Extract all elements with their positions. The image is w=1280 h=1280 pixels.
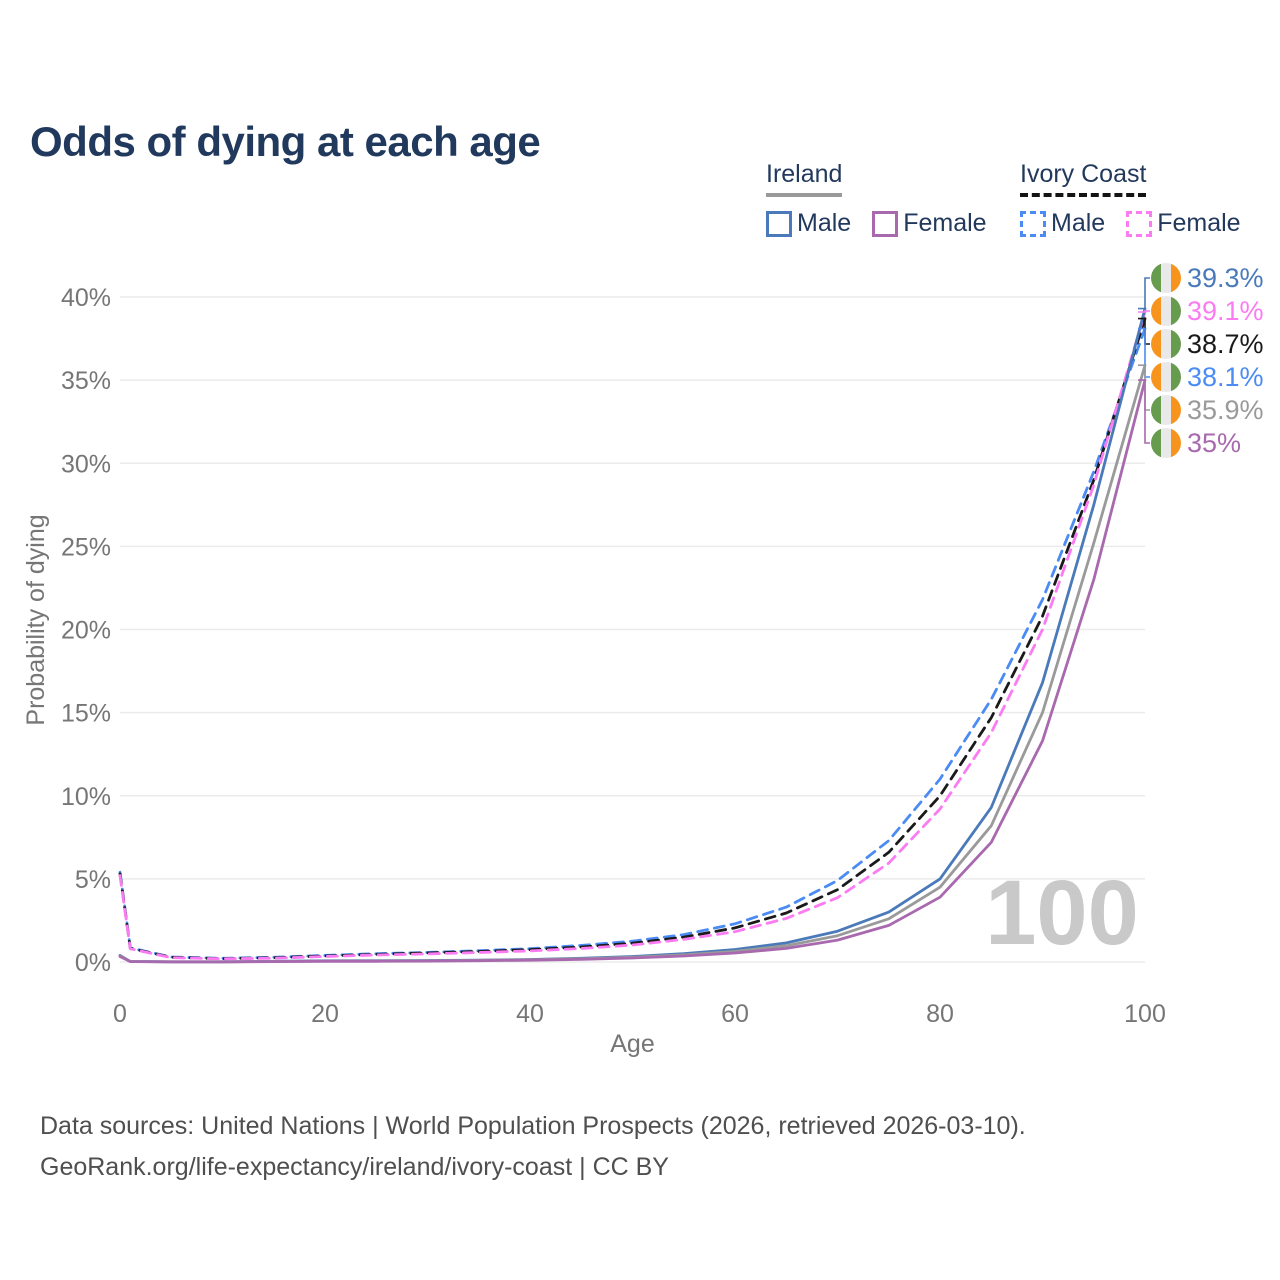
x-tick-label: 100	[1124, 1000, 1166, 1028]
legend-label: Male	[1051, 209, 1106, 237]
end-label-ireland-total: 35.9%	[1187, 395, 1264, 425]
ireland-flag-icon	[1151, 395, 1181, 425]
chart-footer: Data sources: United Nations | World Pop…	[40, 1106, 1026, 1188]
age-watermark: 100	[985, 862, 1139, 964]
legend-item-ireland-male[interactable]: Male	[766, 209, 851, 238]
y-tick-label: 25%	[61, 533, 111, 561]
label-connector	[1138, 310, 1150, 313]
y-tick-label: 15%	[61, 700, 111, 728]
ivory-coast-flag-icon	[1151, 296, 1181, 326]
y-tick-label: 0%	[75, 949, 111, 977]
legend-label: Male	[797, 209, 852, 237]
x-tick-label: 80	[926, 1000, 954, 1028]
legend-row-ireland: Male Female	[766, 209, 1008, 238]
ireland-flag-icon	[1151, 428, 1181, 458]
legend-header-ivory-coast: Ivory Coast	[1020, 160, 1147, 197]
end-label-ireland-female: 35%	[1187, 428, 1241, 458]
ivory-coast-flag-icon	[1151, 329, 1181, 359]
x-tick-label: 40	[516, 1000, 544, 1028]
ireland-male-swatch-icon	[766, 210, 792, 237]
x-tick-label: 20	[311, 1000, 339, 1028]
ivory-coast-male-swatch-icon	[1020, 210, 1046, 237]
y-tick-label: 20%	[61, 617, 111, 645]
legend-header-ireland: Ireland	[766, 160, 843, 197]
label-connector	[1138, 277, 1150, 310]
x-axis-title: Age	[610, 1030, 654, 1058]
x-tick-label: 0	[113, 1000, 127, 1028]
y-tick-label: 40%	[61, 284, 111, 312]
legend-item-ireland-female[interactable]: Female	[872, 209, 987, 238]
end-label-ivory-coast-total: 38.7%	[1187, 329, 1264, 359]
legend-label: Female	[903, 209, 987, 237]
y-tick-label: 10%	[61, 783, 111, 811]
end-label-ivory-coast-male: 38.1%	[1187, 362, 1264, 392]
data-sources-text: Data sources: United Nations | World Pop…	[40, 1112, 1026, 1140]
line-ivory-coast-female	[118, 310, 1147, 961]
y-tick-label: 35%	[61, 367, 111, 395]
y-axis-title: Probability of dying	[22, 514, 50, 725]
legend-label: Female	[1157, 209, 1241, 237]
y-tick-label: 30%	[61, 450, 111, 478]
line-ireland-female	[118, 378, 1147, 964]
label-connector	[1138, 379, 1150, 444]
x-tick-label: 60	[721, 1000, 749, 1028]
ivory-coast-female-swatch-icon	[1126, 210, 1153, 237]
page-title: Odds of dying at each age	[30, 118, 541, 166]
ivory-coast-flag-icon	[1151, 362, 1181, 392]
label-connector	[1138, 327, 1150, 378]
ireland-female-swatch-icon	[872, 210, 899, 237]
legend-item-ivory-coast-female[interactable]: Female	[1126, 209, 1241, 238]
legend-item-ivory-coast-male[interactable]: Male	[1020, 209, 1105, 238]
end-label-ivory-coast-female: 39.1%	[1187, 296, 1264, 326]
y-tick-label: 5%	[75, 866, 111, 894]
legend-row-ivory-coast: Male Female	[1020, 209, 1262, 238]
ireland-flag-icon	[1151, 263, 1181, 293]
legend-group-ivory-coast: Ivory Coast Male Female	[1020, 160, 1262, 238]
end-label-ireland-male: 39.3%	[1187, 263, 1264, 293]
attribution-text: GeoRank.org/life-expectancy/ireland/ivor…	[40, 1153, 669, 1181]
legend-group-ireland: Ireland Male Female	[766, 160, 1008, 238]
